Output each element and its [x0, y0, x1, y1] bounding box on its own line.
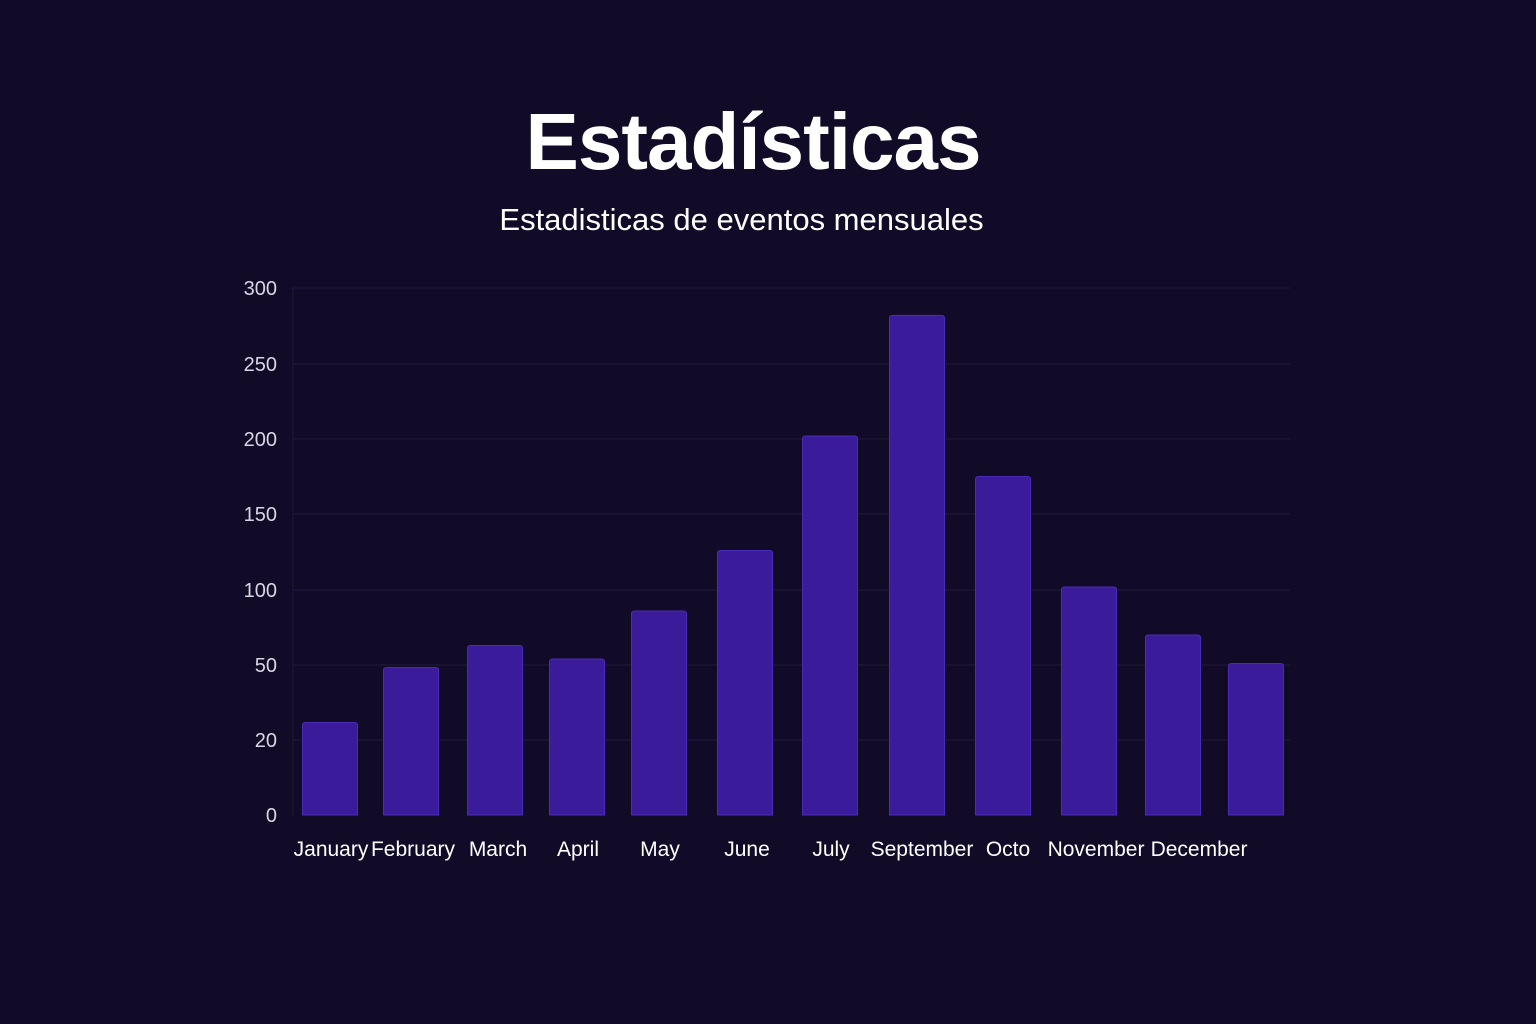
y-tick-label: 50	[255, 655, 277, 677]
x-tick-label: February	[371, 838, 456, 861]
x-tick-label: April	[557, 838, 599, 861]
chart-subtitle: Estadisticas de eventos mensuales	[499, 202, 984, 237]
y-tick-label: 20	[255, 730, 277, 752]
x-tick-label: December	[1151, 838, 1248, 861]
x-tick-label: November	[1048, 838, 1145, 861]
bar-december	[1145, 634, 1201, 816]
x-tick-label: September	[871, 838, 974, 861]
x-tick-label: June	[724, 838, 770, 861]
y-tick-label: 100	[244, 580, 277, 602]
x-tick-label: January	[294, 838, 369, 861]
y-tick-label: 0	[266, 805, 277, 827]
x-tick-label: July	[812, 838, 850, 861]
bar-january	[302, 722, 358, 816]
y-tick-label: 300	[244, 278, 277, 300]
x-tick-label: Octo	[986, 838, 1030, 861]
chart-title: Estadísticas	[525, 97, 982, 186]
y-tick-label: 150	[244, 504, 277, 526]
bar-july	[802, 435, 858, 816]
bar-september	[889, 314, 945, 816]
bar-june	[717, 549, 773, 816]
bar-november	[1061, 586, 1117, 816]
bar-march	[467, 645, 523, 816]
y-tick-label: 200	[244, 429, 277, 451]
bar-april	[549, 658, 605, 816]
bar-octo	[975, 476, 1031, 816]
x-tick-label: May	[640, 838, 680, 861]
bar-february	[383, 667, 439, 816]
x-tick-label: March	[469, 838, 527, 861]
y-tick-label: 250	[244, 354, 277, 376]
bar-unlabeled	[1228, 663, 1284, 816]
bar-may	[631, 610, 687, 816]
